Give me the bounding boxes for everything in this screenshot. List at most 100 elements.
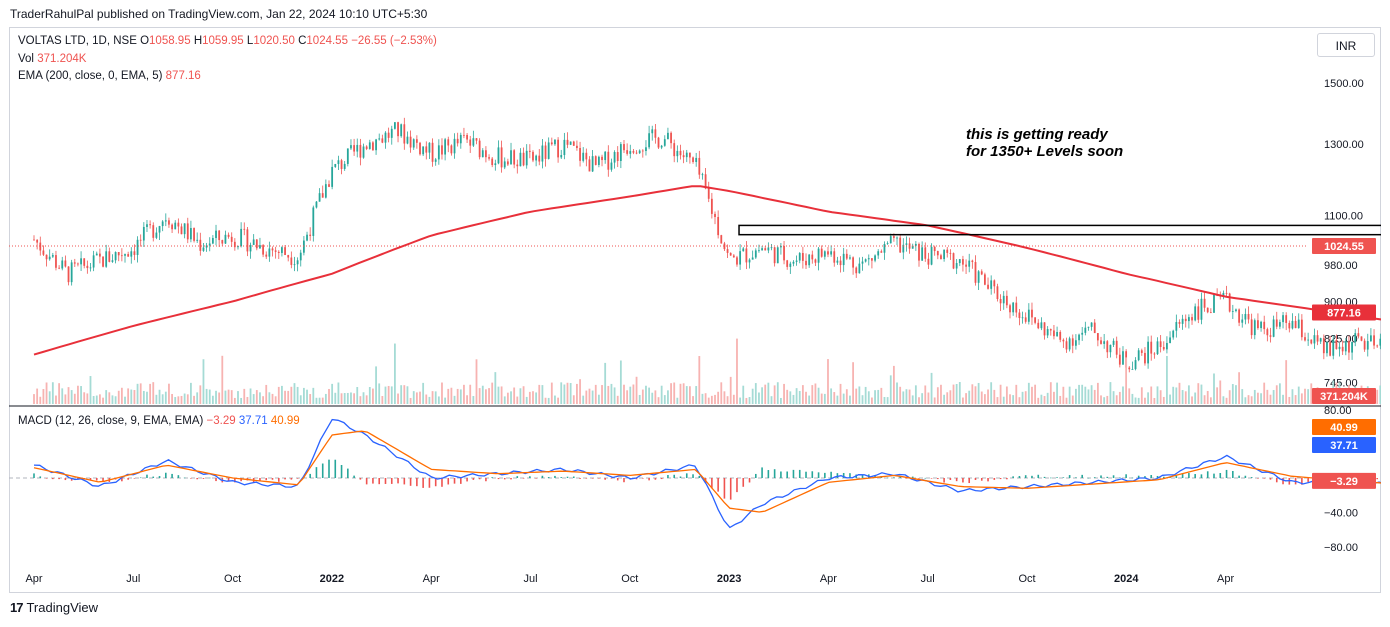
macd-histogram-bar <box>836 473 839 478</box>
macd-histogram-bar <box>491 477 493 478</box>
volume-bar <box>450 387 453 404</box>
volume-bar <box>999 384 1002 404</box>
volume-bar <box>861 395 864 404</box>
macd-histogram-bar <box>723 478 726 499</box>
candle-body <box>930 246 933 265</box>
volume-bar <box>792 394 795 404</box>
volume-bar <box>1059 395 1062 404</box>
currency-button[interactable]: INR <box>1317 33 1375 57</box>
volume-bar <box>1040 394 1043 404</box>
candle-body <box>70 262 73 283</box>
volume-bar <box>1137 397 1140 404</box>
macd-histogram-bar <box>1269 478 1272 480</box>
candle-body <box>1178 322 1181 324</box>
macd-histogram-bar <box>152 476 155 478</box>
macd-histogram-bar <box>447 478 450 485</box>
candle-body <box>629 151 632 154</box>
macd-histogram-bar <box>692 474 694 478</box>
macd-histogram-bar <box>817 472 820 478</box>
candle-body <box>792 261 795 264</box>
volume-bar <box>723 391 726 404</box>
volume-bar <box>334 392 337 404</box>
macd-histogram-bar <box>397 478 399 484</box>
candle-body <box>224 234 227 244</box>
chart-canvas[interactable]: 745.00825.00900.00980.001100.001300.0015… <box>9 27 1381 593</box>
volume-bar <box>808 395 811 404</box>
volume-bar <box>883 396 886 404</box>
candle-body <box>572 141 575 146</box>
macd-histogram-bar <box>334 459 337 478</box>
volume-bar <box>670 383 672 404</box>
volume-bar <box>626 390 629 404</box>
candle-body <box>1100 340 1102 344</box>
volume-bar <box>679 383 682 404</box>
volume-bar <box>61 388 64 404</box>
candle-body <box>641 150 644 152</box>
candle-body <box>896 237 898 239</box>
candle-body <box>171 224 173 230</box>
volume-bar <box>51 382 54 404</box>
candle-body <box>676 150 679 157</box>
candle-body <box>899 237 902 253</box>
candle-body <box>1344 341 1347 352</box>
candle-body <box>459 134 462 144</box>
candle-body <box>554 139 556 145</box>
candle-body <box>1319 338 1322 342</box>
volume-bar <box>582 395 585 404</box>
candle-body <box>1093 322 1096 334</box>
volume-tag-bg <box>1312 388 1376 404</box>
volume-bar <box>516 396 519 404</box>
volume-bar <box>1131 393 1134 404</box>
candle-body <box>186 223 189 240</box>
macd-histogram-bar <box>1194 474 1196 478</box>
volume-bar <box>397 393 399 404</box>
volume-bar <box>610 383 613 404</box>
volume-bar <box>324 393 327 404</box>
volume-bar <box>1065 397 1068 404</box>
ema-value: 877.16 <box>165 70 201 82</box>
candle-body <box>990 280 993 289</box>
price-axis-tick: 980.00 <box>1324 260 1358 272</box>
volume-bar <box>434 391 437 404</box>
candle-body <box>980 271 983 275</box>
macd-histogram-bar <box>1075 477 1077 478</box>
candle-body <box>1084 327 1087 333</box>
candle-body <box>1166 342 1168 350</box>
volume-bar <box>692 396 694 404</box>
candle-body <box>817 248 820 263</box>
candle-body <box>500 147 503 168</box>
macd-histogram-bar <box>1232 470 1234 478</box>
volume-bar <box>1310 383 1313 404</box>
candle-body <box>1078 334 1080 341</box>
chart-annotation[interactable]: this is getting ready for 1350+ Levels s… <box>966 126 1123 160</box>
macd-axis-tick: −40.00 <box>1324 507 1358 519</box>
symbol-name[interactable]: VOLTAS LTD, 1D, NSE <box>18 35 137 47</box>
macd-histogram-bar <box>1062 477 1065 478</box>
candle-body <box>246 229 249 252</box>
volume-label[interactable]: Vol <box>18 53 34 65</box>
volume-bar <box>252 394 255 404</box>
volume-bar <box>155 394 158 404</box>
volume-bar <box>604 362 607 404</box>
volume-bar <box>971 384 974 404</box>
macd-histogram-bar <box>503 478 506 480</box>
candle-body <box>237 246 239 248</box>
volume-bar <box>500 386 503 404</box>
candle-body <box>1075 340 1077 346</box>
volume-bar <box>1231 384 1234 404</box>
macd-histogram-bar <box>861 474 864 478</box>
volume-bar <box>1046 392 1049 404</box>
volume-bar <box>375 366 377 404</box>
volume-bar <box>871 397 873 404</box>
macd-label[interactable]: MACD (12, 26, close, 9, EMA, EMA) <box>18 415 204 427</box>
candle-body <box>692 157 694 162</box>
volume-bar <box>707 397 710 404</box>
macd-histogram-bar <box>792 469 795 478</box>
ema-label[interactable]: EMA (200, close, 0, EMA, 5) <box>18 70 163 82</box>
candle-body <box>801 253 804 261</box>
candle-body <box>1187 317 1190 322</box>
volume-bar <box>786 389 789 404</box>
macd-histogram-bar <box>660 478 663 480</box>
volume-bar <box>751 388 754 404</box>
candle-body <box>202 247 205 251</box>
